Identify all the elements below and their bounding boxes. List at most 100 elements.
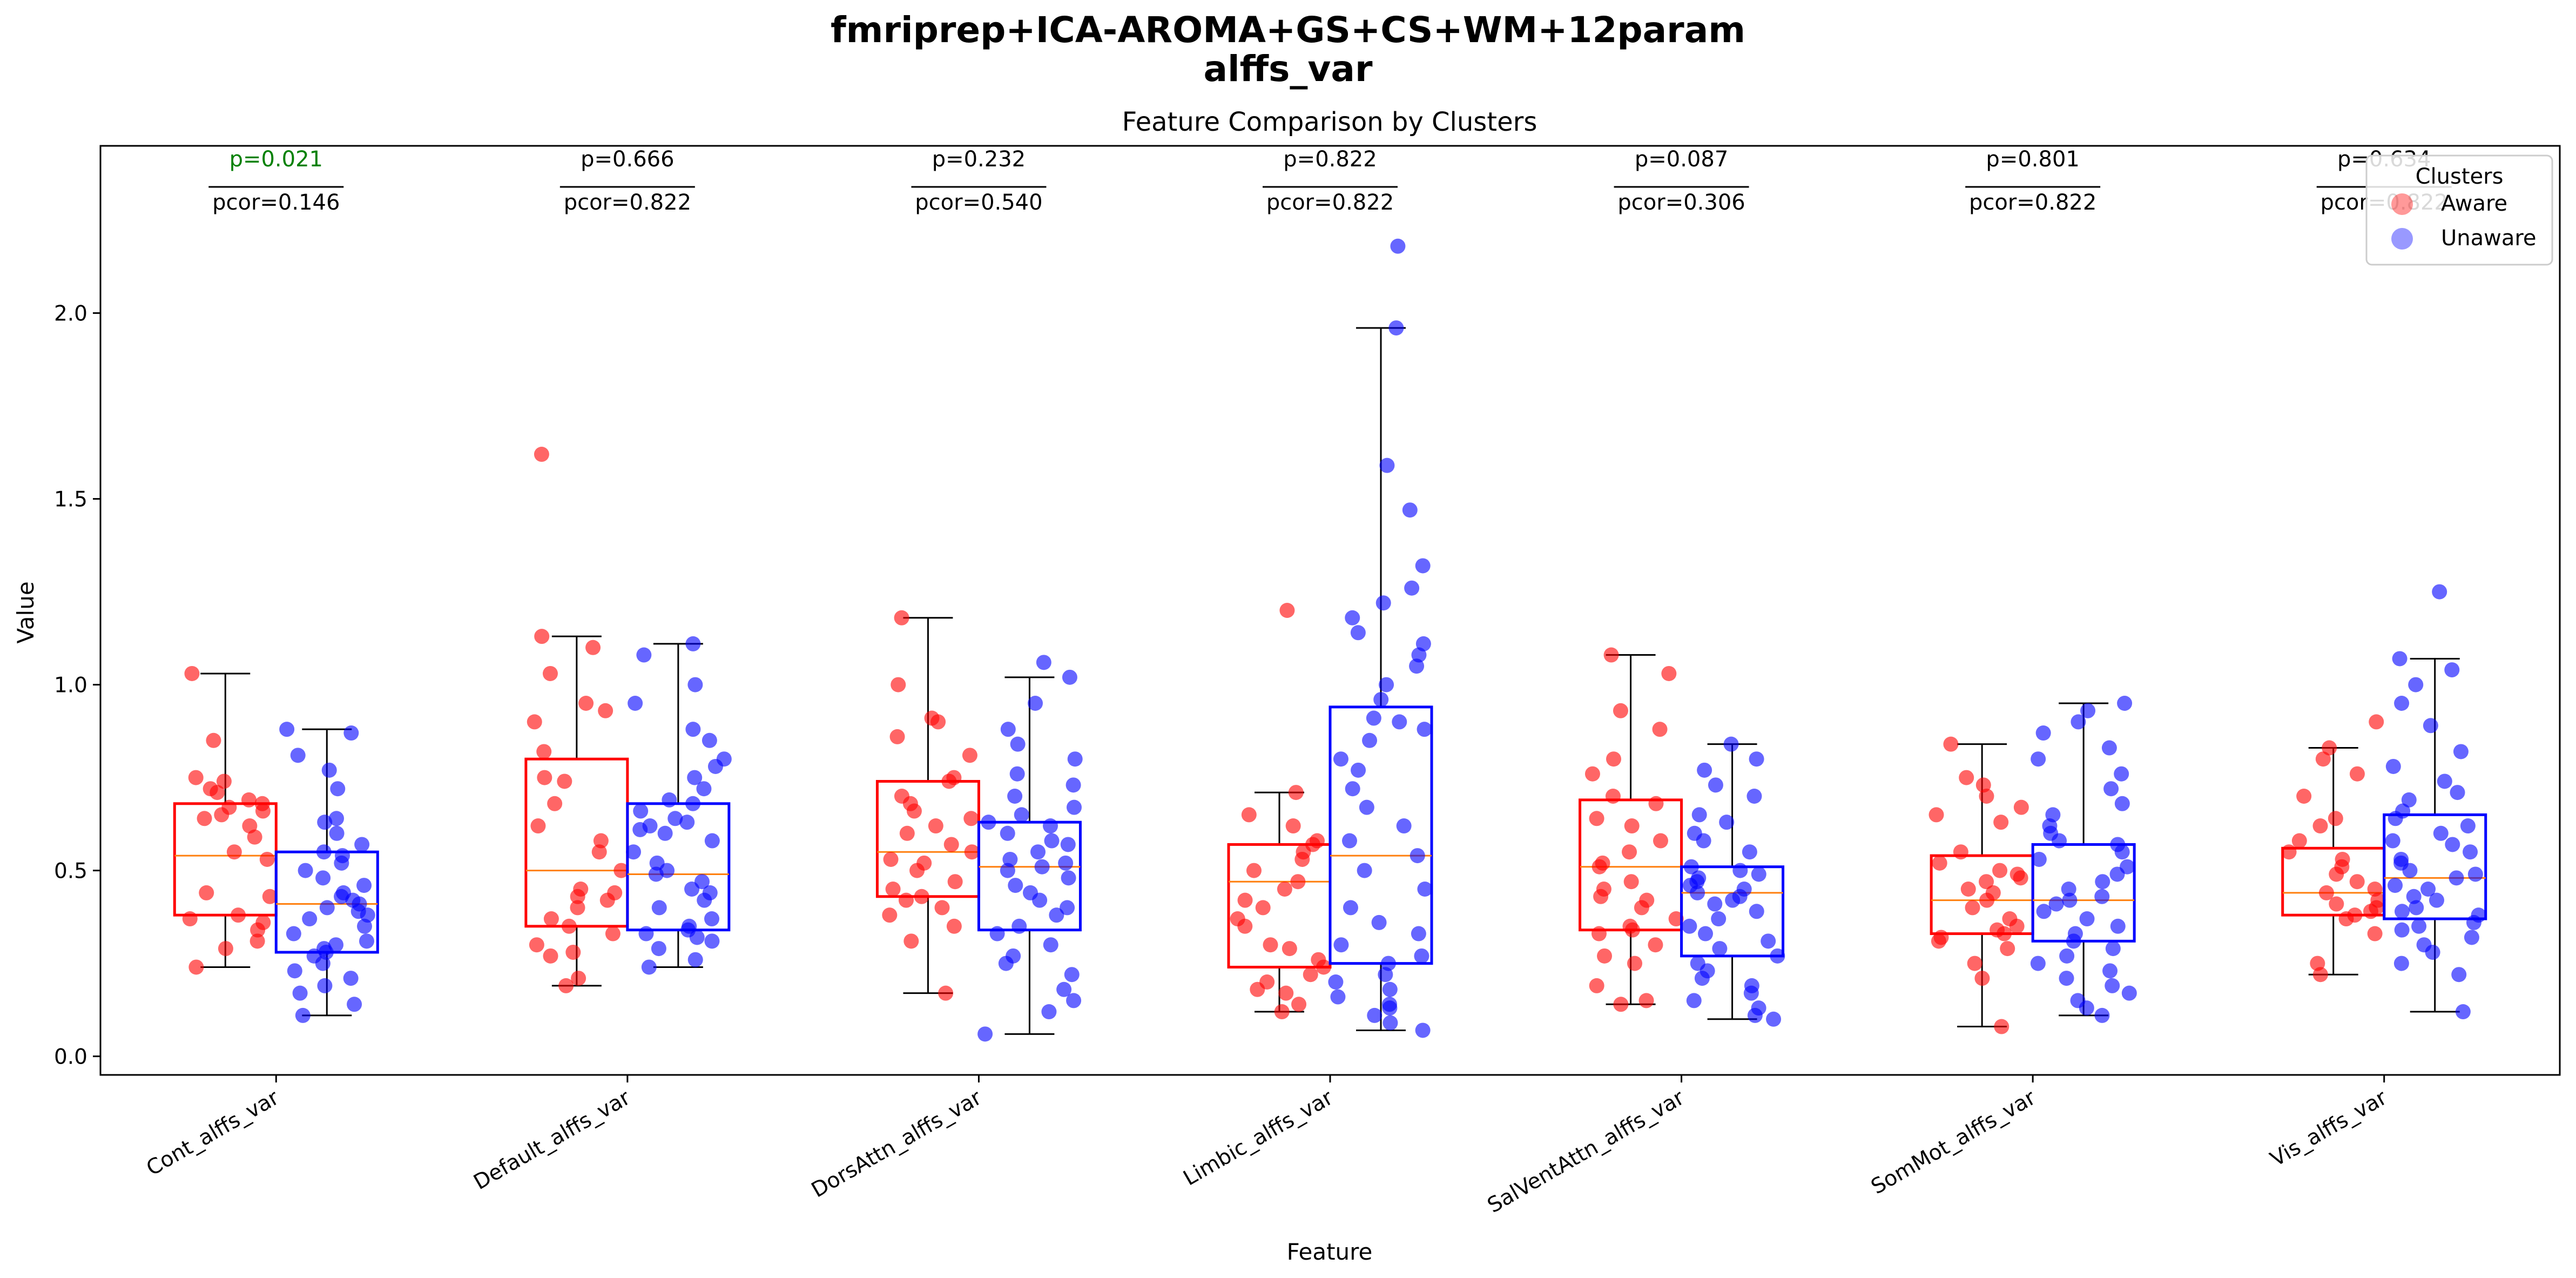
unaware-data-point <box>1008 878 1023 893</box>
aware-data-point <box>231 907 246 923</box>
aware-data-point <box>899 825 915 841</box>
x-tick-label: SalVentAttn_alffs_var <box>1483 1085 1689 1218</box>
unaware-data-point <box>2429 892 2444 908</box>
aware-data-point <box>598 703 613 718</box>
unaware-data-point <box>626 844 642 860</box>
unaware-data-point <box>1390 238 1406 254</box>
unaware-data-point <box>2388 878 2403 893</box>
unaware-data-point <box>687 677 703 692</box>
unaware-data-point <box>1000 722 1016 737</box>
unaware-data-point <box>2114 766 2129 782</box>
unaware-data-point <box>2385 758 2401 774</box>
unaware-data-point <box>1751 1000 1766 1016</box>
unaware-data-point <box>2059 948 2075 964</box>
aware-data-point <box>885 882 901 897</box>
aware-data-point <box>1230 911 1245 927</box>
aware-data-point <box>934 900 950 916</box>
unaware-data-point <box>2114 796 2130 811</box>
aware-data-point <box>1975 777 1991 793</box>
unaware-data-point <box>2036 904 2052 919</box>
aware-data-point <box>605 926 621 941</box>
unaware-data-point <box>1410 848 1425 864</box>
aware-data-point <box>2013 799 2029 815</box>
unaware-data-point <box>356 878 372 893</box>
legend-label-aware: Aware <box>2441 191 2507 216</box>
unaware-data-point <box>1064 967 1080 983</box>
unaware-data-point <box>2110 837 2126 852</box>
aware-data-point <box>894 789 909 804</box>
aware-data-point <box>1277 882 1292 897</box>
unaware-data-point <box>2110 918 2126 934</box>
chart-title: Feature Comparison by Clusters <box>1122 107 1537 137</box>
unaware-data-point <box>2401 792 2417 808</box>
aware-data-point <box>1653 833 1668 849</box>
unaware-data-point <box>2406 889 2422 904</box>
pcor-annotation: pcor=0.822 <box>1266 190 1394 215</box>
aware-data-point <box>1967 956 1982 971</box>
unaware-data-point <box>1041 1004 1057 1020</box>
unaware-box <box>2031 843 2136 943</box>
aware-data-point <box>262 889 278 904</box>
unaware-data-point <box>1345 610 1360 625</box>
unaware-data-point <box>329 811 345 826</box>
x-tick-label: Default_alffs_var <box>470 1085 635 1195</box>
unaware-data-point <box>2070 993 2086 1008</box>
unaware-data-point <box>667 811 683 826</box>
unaware-data-point <box>2416 937 2432 953</box>
unaware-data-point <box>1690 956 1705 971</box>
aware-data-point <box>2000 941 2015 957</box>
aware-data-point <box>197 811 212 826</box>
aware-data-point <box>1623 874 1639 890</box>
aware-data-point <box>938 985 954 1001</box>
aware-data-point <box>1246 863 1262 878</box>
unaware-data-point <box>1749 751 1764 767</box>
unaware-data-point <box>1371 914 1387 930</box>
unaware-data-point <box>321 762 337 778</box>
unaware-data-point <box>1708 777 1723 793</box>
unaware-data-point <box>290 748 306 763</box>
aware-data-point <box>565 944 581 960</box>
unaware-data-point <box>1345 781 1360 797</box>
unaware-data-point <box>2080 703 2096 718</box>
unaware-data-point <box>1060 900 1075 916</box>
plot-area: 0.0 0.5 1.0 1.5 2.0 Cont_alffs_var Default_alf… <box>54 145 2561 1218</box>
unaware-data-point <box>343 971 359 986</box>
unaware-data-point <box>1330 989 1346 1005</box>
unaware-data-point <box>2030 956 2046 971</box>
unaware-data-point <box>1066 777 1081 793</box>
unaware-data-point <box>1343 900 1358 916</box>
unaware-data-point <box>638 926 654 941</box>
unaware-data-point <box>1367 1007 1383 1023</box>
unaware-data-point <box>651 941 666 957</box>
unaware-data-point <box>1712 941 1728 957</box>
aware-data-point <box>1985 885 2001 900</box>
unaware-data-point <box>642 818 658 834</box>
aware-data-point <box>578 696 594 711</box>
aware-data-point <box>1309 833 1325 849</box>
unaware-data-point <box>2071 714 2086 730</box>
unaware-data-point <box>1351 762 1366 778</box>
unaware-data-point <box>2455 1004 2471 1020</box>
unaware-data-point <box>2464 930 2479 945</box>
aware-data-point <box>558 978 574 993</box>
aware-data-point <box>928 818 943 834</box>
aware-data-point <box>529 937 544 953</box>
unaware-data-point <box>2463 844 2478 860</box>
aware-data-point <box>534 629 550 644</box>
aware-data-point <box>1241 807 1257 823</box>
unaware-data-point <box>2445 837 2460 852</box>
unaware-data-point <box>1373 692 1389 708</box>
aware-data-point <box>1282 941 1297 957</box>
unaware-data-point <box>2394 904 2410 919</box>
unaware-data-point <box>2411 918 2427 934</box>
unaware-data-point <box>704 933 720 949</box>
aware-data-point <box>2367 926 2383 941</box>
unaware-data-point <box>1751 866 1766 882</box>
aware-data-point <box>1668 911 1684 927</box>
aware-data-point <box>1290 874 1306 890</box>
aware-data-point <box>889 729 905 744</box>
aware-data-point <box>1974 971 1990 986</box>
aware-data-point <box>1237 892 1253 908</box>
aware-data-point <box>2329 896 2344 912</box>
